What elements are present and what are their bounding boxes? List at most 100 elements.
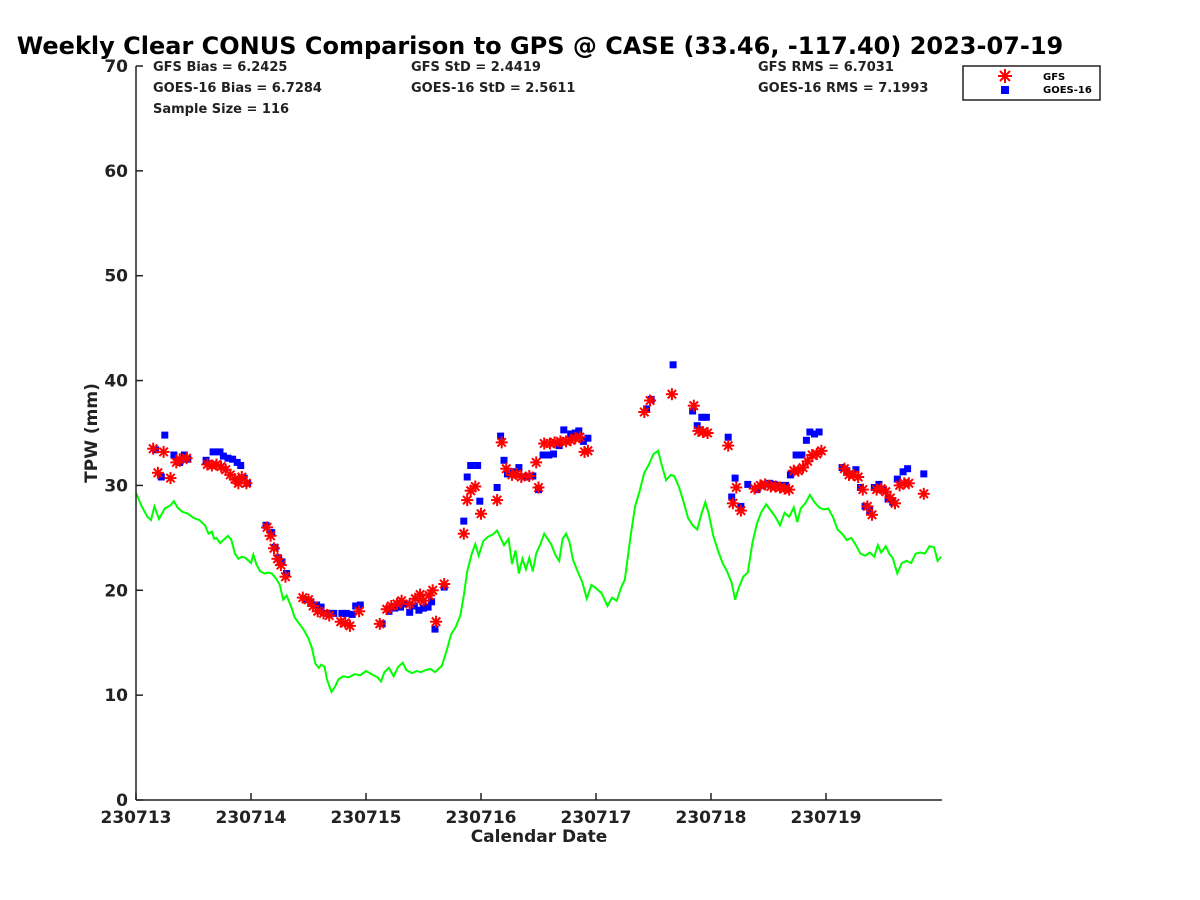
gfs-point — [638, 406, 651, 418]
goes16-point — [283, 570, 291, 577]
gfs-point — [783, 483, 796, 496]
gfs-point — [523, 470, 536, 482]
chart-title: Weekly Clear CONUS Comparison to GPS @ C… — [17, 32, 1063, 60]
gfs-point — [495, 436, 508, 449]
gfs-point — [889, 497, 901, 510]
goes16-point — [428, 598, 436, 606]
gfs-point — [861, 500, 874, 513]
gfs-point — [147, 442, 160, 455]
goes16-point — [216, 448, 224, 456]
gfs-point — [801, 455, 814, 468]
goes16-point — [415, 606, 423, 614]
gfs-point — [457, 527, 470, 540]
gfs-point — [701, 427, 714, 439]
goes16-point — [170, 451, 178, 459]
gfs-point — [180, 452, 193, 465]
gfs-point — [469, 480, 482, 493]
goes16-point — [515, 464, 523, 472]
goes16-point — [702, 413, 710, 421]
goes16-point — [209, 448, 217, 456]
goes16-point — [476, 497, 484, 505]
gfs-point — [734, 504, 747, 517]
gfs-point — [268, 542, 280, 555]
goes16-point — [410, 602, 418, 610]
goes16-point — [338, 609, 346, 617]
y-tick-label: 60 — [104, 162, 128, 182]
goes16-point — [792, 451, 800, 459]
goes16-point — [904, 465, 912, 473]
gfs-point — [879, 485, 892, 498]
gfs-rms-stat: GFS RMS = 6.7031 — [758, 60, 894, 75]
gfs-point — [475, 507, 487, 520]
goes16-point — [866, 507, 874, 515]
gfs-point — [722, 439, 735, 452]
goes16-point — [744, 480, 752, 488]
gfs-point — [157, 445, 170, 458]
goes16-point — [920, 470, 928, 478]
goes16-point — [342, 609, 350, 617]
gfs-point — [323, 609, 336, 622]
y-tick-label: 0 — [116, 791, 128, 811]
sample-size-stat: Sample Size = 116 — [153, 102, 289, 117]
gfs-point — [838, 462, 851, 475]
x-tick-label: 230716 — [446, 808, 517, 828]
gfs-point — [235, 471, 248, 483]
gfs-std-stat: GFS StD = 2.4419 — [411, 60, 541, 75]
goes16-point — [798, 451, 806, 459]
gfs-point — [726, 497, 739, 510]
goes16-point — [806, 428, 814, 436]
y-tick-label: 10 — [104, 686, 128, 706]
y-ticks: 0 10 20 30 40 50 60 70 — [104, 57, 143, 811]
goes16-point — [497, 432, 505, 440]
gfs-point — [274, 559, 287, 572]
gfs-point — [644, 394, 657, 407]
y-tick-label: 20 — [104, 581, 128, 601]
goes16-point — [431, 625, 439, 633]
gfs-point — [581, 444, 594, 457]
legend-gfs-marker — [998, 69, 1012, 83]
goes16-point — [567, 430, 575, 438]
x-tick-label: 230718 — [676, 808, 747, 828]
goes16-point — [460, 517, 468, 525]
goes16-point — [731, 474, 739, 482]
goes16-point — [356, 601, 364, 609]
goes16-point — [463, 473, 471, 481]
gfs-point — [573, 431, 586, 444]
goes16-point — [899, 468, 907, 476]
gfs-point — [544, 437, 556, 450]
gfs-point — [164, 472, 177, 485]
gfs-point — [730, 481, 743, 494]
goes16-point — [669, 361, 677, 369]
y-tick-label: 30 — [104, 476, 128, 496]
goes16-point — [560, 426, 568, 434]
gfs-point — [426, 584, 439, 597]
gfs-point — [491, 494, 504, 507]
goes16-point — [575, 427, 583, 435]
goes16-point — [161, 431, 169, 439]
goes16-point — [237, 462, 245, 469]
goes16-point — [852, 466, 860, 474]
goes-rms-stat: GOES-16 RMS = 7.1993 — [758, 81, 928, 96]
x-tick-label: 230719 — [791, 808, 862, 828]
goes16-point — [493, 484, 501, 491]
gfs-point — [353, 605, 366, 618]
x-tick-label: 230713 — [101, 808, 172, 828]
y-tick-label: 40 — [104, 372, 128, 392]
legend-box — [962, 65, 1101, 101]
goes16-point — [550, 450, 557, 458]
gfs-bias-stat: GFS Bias = 6.2425 — [153, 60, 287, 75]
gfs-point — [917, 487, 930, 500]
legend-gfs-label: GFS — [1043, 72, 1065, 83]
goes16-point — [724, 433, 732, 441]
goes16-point — [406, 608, 414, 616]
gfs-point — [438, 578, 451, 590]
goes16-point — [202, 456, 210, 464]
goes16-point — [219, 452, 227, 460]
goes16-point — [802, 436, 810, 444]
goes16-point — [352, 602, 360, 610]
goes16-point — [268, 529, 276, 537]
gfs-point — [815, 444, 828, 457]
gfs-point — [856, 483, 869, 496]
goes16-point — [693, 422, 701, 430]
gfs-point — [302, 593, 315, 606]
